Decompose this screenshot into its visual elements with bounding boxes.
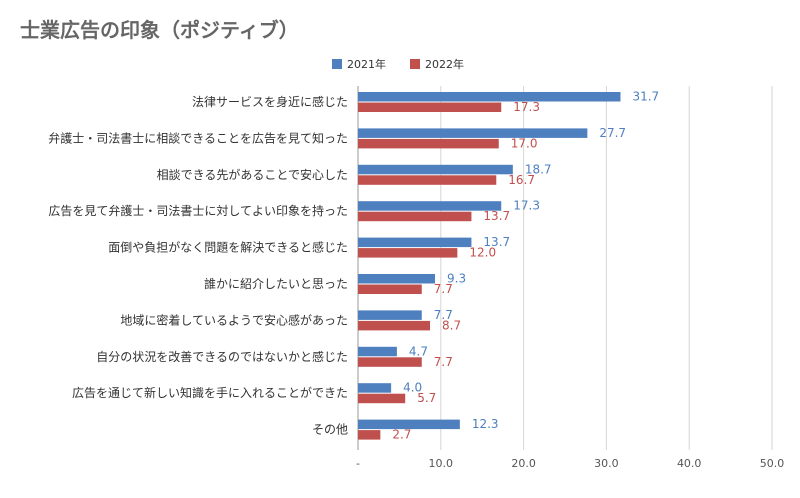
data-label: 4.7 xyxy=(409,344,428,358)
chart-title: 士業広告の印象（ポジティブ） xyxy=(20,18,299,42)
x-tick-label: 20.0 xyxy=(511,457,536,470)
bar xyxy=(358,357,422,367)
bar xyxy=(358,393,406,404)
legend-label: 2021年 xyxy=(347,57,386,71)
bar xyxy=(358,211,472,222)
data-label: 13.7 xyxy=(483,235,510,249)
category-label: 広告を通じて新しい知識を手に入れることができた xyxy=(72,385,348,400)
bar xyxy=(358,284,422,294)
bar xyxy=(358,310,422,320)
data-label: 16.7 xyxy=(508,173,535,187)
bar xyxy=(358,201,502,211)
category-label: 自分の状況を改善できるのではないかと感じた xyxy=(96,349,348,364)
bar xyxy=(358,248,458,258)
category-label: 法律サービスを身近に感じた xyxy=(192,94,348,109)
data-label: 5.7 xyxy=(417,391,436,405)
data-label: 17.0 xyxy=(511,136,538,150)
x-tick-label: 30.0 xyxy=(594,457,619,470)
data-label: 12.3 xyxy=(472,417,499,431)
data-label: 4.0 xyxy=(403,381,422,395)
legend-swatch xyxy=(410,59,420,69)
category-label: 弁護士・司法書士に相談できることを広告を見て知った xyxy=(48,130,348,145)
category-label: 広告を見て弁護士・司法書士に対してよい印象を持った xyxy=(48,203,348,218)
data-label: 7.7 xyxy=(434,308,453,322)
data-label: 13.7 xyxy=(483,209,510,223)
data-label: 17.3 xyxy=(513,100,540,114)
data-label: 12.0 xyxy=(469,246,496,260)
bar xyxy=(358,92,621,102)
data-label: 8.7 xyxy=(442,318,461,332)
data-label: 18.7 xyxy=(525,162,552,176)
bar xyxy=(358,320,431,331)
category-label: 地域に密着しているようで安心感があった xyxy=(120,312,348,327)
category-label: その他 xyxy=(312,423,348,437)
bar xyxy=(358,175,497,185)
x-tick-label: 10.0 xyxy=(429,457,454,470)
bar xyxy=(358,419,460,430)
category-label: 相談できる先があることで安心した xyxy=(157,167,348,182)
data-label: 2.7 xyxy=(392,428,411,442)
x-tick-label: 40.0 xyxy=(677,457,702,470)
bar xyxy=(358,237,472,248)
x-tick-label: - xyxy=(356,457,360,470)
data-label: 7.7 xyxy=(434,282,453,296)
bar xyxy=(358,164,513,175)
data-label: 7.7 xyxy=(434,355,453,369)
legend-swatch xyxy=(332,59,342,69)
x-tick-label: 50.0 xyxy=(760,457,785,470)
bar xyxy=(358,430,381,440)
bar xyxy=(358,138,499,149)
bar xyxy=(358,128,588,138)
bar xyxy=(358,274,436,284)
data-label: 27.7 xyxy=(599,126,626,140)
data-label: 9.3 xyxy=(447,272,466,286)
data-label: 17.3 xyxy=(513,199,540,213)
category-label: 面倒や負担がなく問題を解決できると感じた xyxy=(108,240,348,255)
category-label: 誰かに紹介したいと思った xyxy=(204,276,348,291)
legend-label: 2022年 xyxy=(425,57,464,71)
bar xyxy=(358,346,397,357)
data-label: 31.7 xyxy=(632,90,659,104)
bar xyxy=(358,102,502,112)
bar xyxy=(358,383,392,393)
